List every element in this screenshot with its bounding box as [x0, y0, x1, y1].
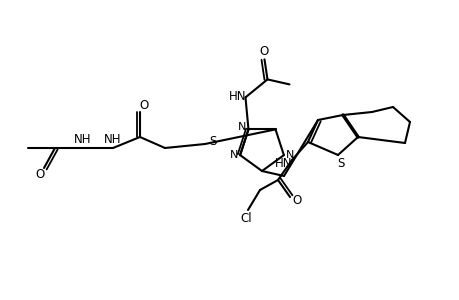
Text: O: O: [259, 45, 269, 58]
Text: N: N: [285, 150, 293, 160]
Text: S: S: [209, 134, 216, 148]
Text: N: N: [230, 150, 238, 160]
Text: N: N: [238, 122, 246, 132]
Text: O: O: [139, 98, 148, 112]
Text: O: O: [292, 194, 301, 208]
Text: O: O: [35, 169, 45, 182]
Text: Cl: Cl: [240, 212, 251, 224]
Text: HN: HN: [274, 157, 292, 169]
Text: HN: HN: [228, 90, 246, 103]
Text: S: S: [336, 157, 344, 169]
Text: NH: NH: [74, 133, 91, 146]
Text: NH: NH: [104, 133, 122, 146]
